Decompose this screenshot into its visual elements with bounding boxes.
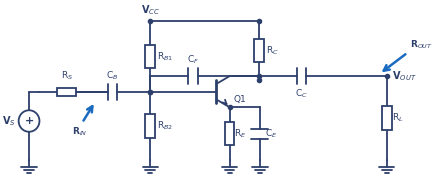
Text: C$_C$: C$_C$ (295, 88, 307, 100)
Bar (224, 122, 234, 145)
Text: R$_{B2}$: R$_{B2}$ (156, 120, 172, 132)
Text: R$_C$: R$_C$ (265, 44, 278, 57)
Text: R$_{B1}$: R$_{B1}$ (156, 50, 173, 63)
Text: V$_{CC}$: V$_{CC}$ (140, 4, 159, 17)
Bar (145, 114, 155, 138)
Bar (57, 88, 76, 96)
Text: R$_S$: R$_S$ (61, 69, 73, 82)
Text: V$_{OUT}$: V$_{OUT}$ (391, 69, 416, 83)
Bar (254, 39, 263, 62)
Text: R$_L$: R$_L$ (391, 112, 402, 124)
Text: C$_E$: C$_E$ (264, 127, 276, 140)
Text: R$_E$: R$_E$ (234, 127, 246, 140)
Text: V$_S$: V$_S$ (2, 114, 16, 128)
Text: +: + (24, 116, 33, 126)
Text: R$_{OUT}$: R$_{OUT}$ (408, 38, 431, 51)
Text: R$_{IN}$: R$_{IN}$ (72, 126, 88, 138)
Text: C$_F$: C$_F$ (186, 54, 198, 66)
Bar (381, 106, 391, 130)
Bar (145, 45, 155, 68)
Text: Q1: Q1 (233, 95, 246, 104)
Text: C$_B$: C$_B$ (106, 69, 118, 82)
